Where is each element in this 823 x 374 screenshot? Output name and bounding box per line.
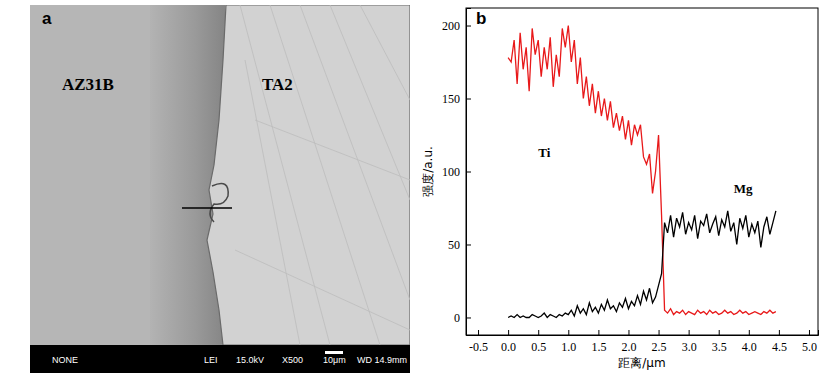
scratch (235, 250, 410, 330)
region-label: TA2 (262, 75, 293, 94)
x-tick-label: 2.0 (621, 340, 636, 354)
x-tick-label: 0.5 (531, 340, 546, 354)
x-tick-mark (538, 330, 539, 335)
x-tick-label: 3.5 (712, 340, 727, 354)
y-tick-mark (466, 317, 471, 318)
y-tick: 100 (442, 165, 471, 179)
canvas: a AZ31B TA2 NONE LEI 15.0kV X500 10μm WD 14.9mm -… (0, 0, 823, 374)
x-tick-mark (749, 330, 750, 335)
region-label: AZ31B (62, 75, 114, 94)
x-tick: 3.0 (682, 330, 697, 354)
x-axis-title: 距离/μm (618, 356, 665, 370)
y-tick-label: 200 (442, 19, 460, 33)
az31b-region (30, 5, 410, 345)
x-tick-label: -0.5 (469, 340, 488, 354)
y-tick: 150 (442, 92, 471, 106)
ta2-region (207, 5, 410, 345)
x-tick-label: 0.0 (501, 340, 516, 354)
y-tick: 50 (448, 238, 471, 252)
x-tick-mark (809, 330, 810, 335)
x-tick-mark (478, 330, 479, 335)
x-tick-mark (598, 330, 599, 335)
x-tick-label: 4.5 (772, 340, 787, 354)
x-tick: 4.0 (742, 330, 757, 354)
y-tick-label: 150 (442, 92, 460, 106)
x-tick-mark (568, 330, 569, 335)
scale-bar (325, 351, 343, 354)
x-tick-mark (779, 330, 780, 335)
x-tick-label: 1.5 (591, 340, 606, 354)
scratch (240, 5, 330, 345)
scratch (255, 120, 410, 180)
scratch (300, 5, 410, 300)
x-tick-label: 1.0 (561, 340, 576, 354)
info-text: 15.0kV (236, 355, 264, 365)
micrograph (30, 5, 410, 345)
scratch (330, 5, 410, 200)
x-tick: -0.5 (469, 330, 488, 354)
y-tick-label: 0 (454, 311, 460, 325)
series-line (508, 211, 776, 318)
y-tick: 200 (442, 19, 471, 33)
x-tick-label: 4.0 (742, 340, 757, 354)
x-axis: -0.5 0.0 0.5 1.0 1.5 2.0 2.5 3.0 3.5 4.0 4.5 5.0 (467, 330, 819, 354)
pore (210, 184, 228, 222)
y-axis: 0 50 100 150 200 (442, 9, 471, 336)
x-tick: 1.0 (561, 330, 576, 354)
y-axis-title: 强度/a.u. (421, 146, 435, 197)
x-tick: 0.5 (531, 330, 546, 354)
plot-area (508, 26, 776, 318)
x-axis-line (467, 330, 819, 336)
y-tick-mark (466, 172, 471, 173)
x-tick: 2.0 (621, 330, 636, 354)
x-tick: 3.5 (712, 330, 727, 354)
panel-label: b (476, 9, 486, 28)
series-label: Mg (734, 181, 753, 196)
info-text: NONE (52, 355, 78, 365)
x-tick-mark (689, 330, 690, 335)
panel-label: a (42, 9, 52, 28)
series-line (508, 26, 776, 315)
x-tick: 0.0 (501, 330, 516, 354)
y-tick-mark (466, 26, 471, 27)
scan-line (182, 207, 232, 209)
x-tick-label: 2.5 (652, 340, 667, 354)
y-tick-label: 50 (448, 238, 460, 252)
info-text: WD 14.9mm (357, 355, 407, 365)
x-tick-label: 3.0 (682, 340, 697, 354)
scratch (245, 60, 300, 345)
x-tick: 2.5 (652, 330, 667, 354)
figure: a AZ31B TA2 NONE LEI 15.0kV X500 10μm WD 14.9mm -… (0, 0, 823, 374)
x-tick-label: 5.0 (802, 340, 817, 354)
y-tick-mark (466, 244, 471, 245)
x-tick: 1.5 (591, 330, 606, 354)
y-tick-label: 100 (442, 165, 460, 179)
x-tick: 5.0 (802, 330, 817, 354)
x-tick-mark (508, 330, 509, 335)
y-tick-mark (466, 99, 471, 100)
scratch (360, 5, 410, 100)
info-text: 10μm (323, 355, 346, 365)
y-axis-line (467, 9, 472, 336)
x-tick-mark (659, 330, 660, 335)
plot-frame (466, 8, 818, 335)
y-tick: 0 (454, 311, 471, 325)
info-text: LEI (204, 355, 218, 365)
info-text: X500 (282, 355, 303, 365)
series-label: Ti (538, 145, 550, 160)
info-bar (30, 345, 410, 373)
x-tick-mark (719, 330, 720, 335)
x-tick: 4.5 (772, 330, 787, 354)
x-tick-mark (628, 330, 629, 335)
